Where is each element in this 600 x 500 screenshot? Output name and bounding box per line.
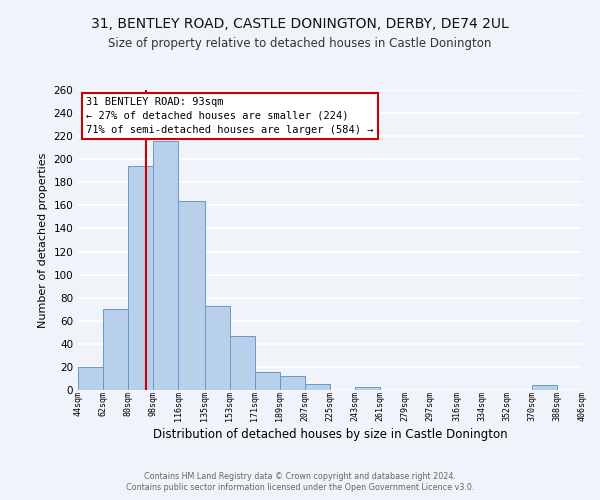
- Text: Contains public sector information licensed under the Open Government Licence v3: Contains public sector information licen…: [126, 484, 474, 492]
- Text: 31, BENTLEY ROAD, CASTLE DONINGTON, DERBY, DE74 2UL: 31, BENTLEY ROAD, CASTLE DONINGTON, DERB…: [91, 18, 509, 32]
- Bar: [355, 386, 380, 390]
- Bar: [205, 306, 230, 390]
- X-axis label: Distribution of detached houses by size in Castle Donington: Distribution of detached houses by size …: [152, 428, 508, 442]
- Bar: [178, 201, 205, 390]
- Bar: [255, 372, 280, 390]
- Y-axis label: Number of detached properties: Number of detached properties: [38, 152, 48, 328]
- Bar: [153, 141, 178, 390]
- Bar: [280, 376, 305, 390]
- Bar: [103, 309, 128, 390]
- Bar: [305, 384, 330, 390]
- Text: Contains HM Land Registry data © Crown copyright and database right 2024.: Contains HM Land Registry data © Crown c…: [144, 472, 456, 481]
- Text: Size of property relative to detached houses in Castle Donington: Size of property relative to detached ho…: [109, 38, 491, 51]
- Bar: [78, 367, 103, 390]
- Bar: [128, 166, 153, 390]
- Text: 31 BENTLEY ROAD: 93sqm
← 27% of detached houses are smaller (224)
71% of semi-de: 31 BENTLEY ROAD: 93sqm ← 27% of detached…: [86, 97, 374, 135]
- Bar: [532, 386, 557, 390]
- Bar: [230, 336, 255, 390]
